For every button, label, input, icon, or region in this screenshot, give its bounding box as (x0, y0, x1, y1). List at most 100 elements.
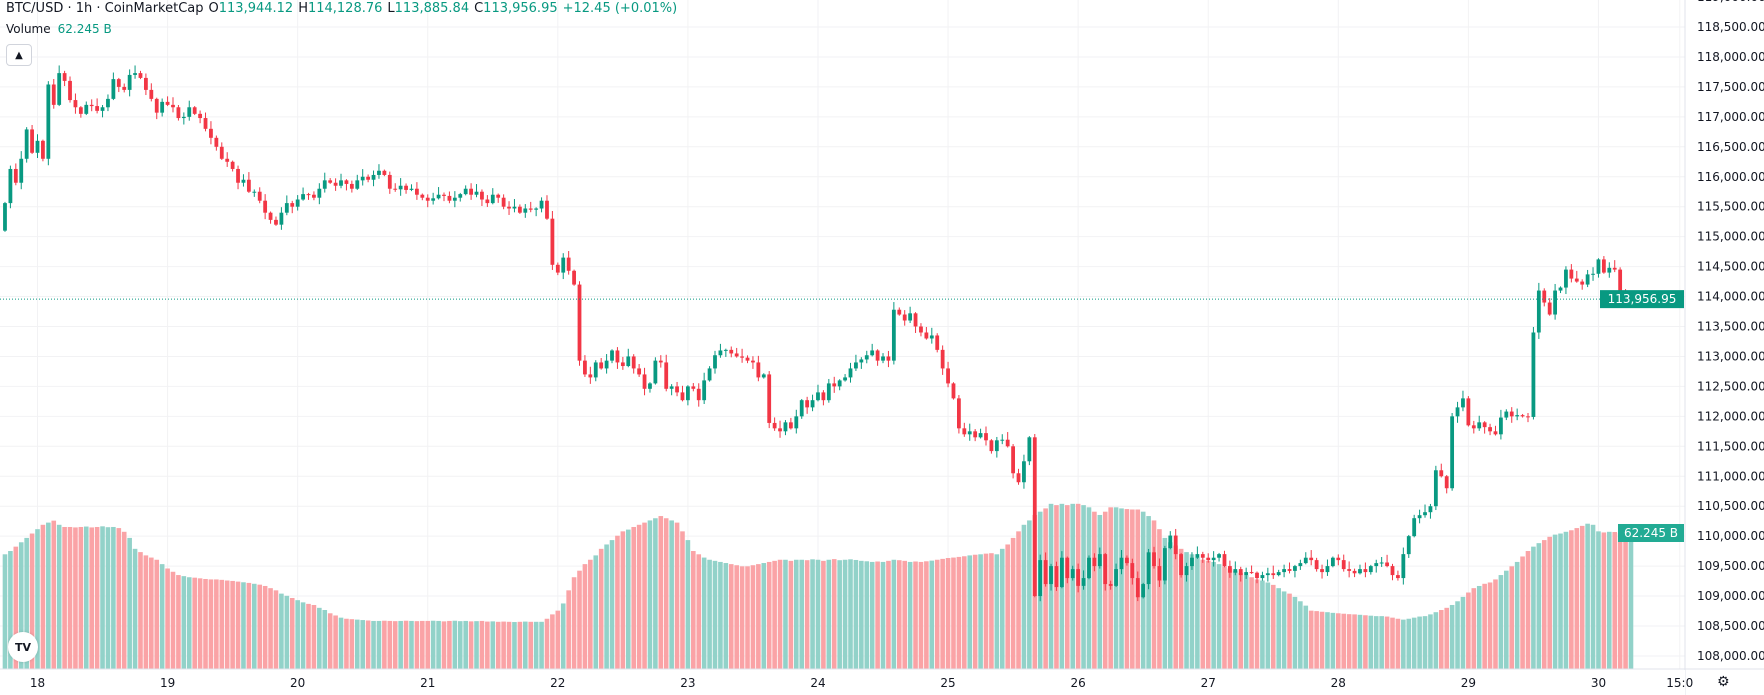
volume-bar (642, 522, 647, 669)
candle (631, 354, 636, 374)
volume-bar (138, 552, 143, 669)
candle-body (46, 84, 51, 159)
candle-body (962, 428, 967, 435)
candle-body (1601, 259, 1606, 273)
candle-body (967, 431, 972, 435)
candle (225, 152, 230, 167)
candle-body (1293, 566, 1297, 571)
candle (203, 112, 208, 132)
gear-icon[interactable]: ⚙ (1717, 674, 1730, 690)
candle-body (1298, 563, 1303, 567)
candle (1553, 283, 1557, 320)
volume-bar (1330, 612, 1336, 669)
candle-body (761, 374, 766, 378)
candle (507, 201, 511, 215)
candle (480, 189, 484, 206)
candle-body (1596, 259, 1601, 274)
volume-bar (783, 559, 788, 669)
price-axis-label: 116,500.00 (1697, 140, 1764, 154)
candle (312, 191, 316, 201)
volume-bar (1498, 575, 1504, 669)
candle (718, 343, 723, 358)
volume-bar (230, 580, 235, 669)
candle-body (767, 374, 772, 423)
volume-label[interactable]: Volume (6, 22, 51, 36)
symbol-title[interactable]: BTC/USD · 1h · CoinMarketCap (6, 1, 204, 16)
volume-bar (577, 570, 582, 669)
candle-body (908, 313, 913, 321)
candle-body (1553, 290, 1557, 315)
candle-body (929, 335, 934, 339)
candle-body (1059, 557, 1064, 588)
candle (490, 188, 495, 205)
candle-body (1558, 287, 1563, 291)
volume-bar (723, 563, 729, 669)
volume-bar (83, 526, 89, 669)
candle (837, 379, 842, 391)
candle-body (864, 355, 869, 360)
candle (1450, 412, 1455, 491)
candle (1059, 551, 1064, 589)
volume-bar (1406, 618, 1412, 669)
candle (528, 201, 533, 213)
candle (469, 183, 473, 200)
candle-body (122, 86, 127, 90)
candle-body (181, 116, 186, 119)
candle (1276, 569, 1281, 577)
candle (116, 77, 121, 93)
candle (1515, 408, 1520, 421)
tradingview-logo[interactable]: TV (8, 632, 38, 662)
candle-body (1265, 573, 1270, 576)
candle-body (1347, 569, 1352, 571)
volume-bar (750, 565, 756, 669)
candle-body (1228, 566, 1232, 573)
candle (328, 178, 333, 184)
volume-bar (1373, 616, 1379, 669)
candle-body (723, 349, 728, 351)
candle (729, 346, 734, 358)
candle (1152, 546, 1156, 569)
volume-bar (1623, 532, 1628, 669)
candle (891, 302, 896, 365)
volume-bar (972, 554, 978, 669)
candle (805, 396, 810, 414)
collapse-legend-button[interactable]: ▲ (6, 44, 32, 66)
candle-body (539, 200, 544, 209)
candle-body (1363, 569, 1368, 573)
candle (864, 350, 869, 364)
volume-bar (490, 621, 496, 669)
volume-bar (940, 558, 945, 669)
volume-bar (918, 561, 924, 669)
candle (68, 76, 72, 103)
volume-bar (1162, 537, 1168, 669)
candle (1569, 264, 1574, 283)
candle-body (772, 422, 777, 429)
volume-bar (1590, 524, 1596, 669)
volume-bar (1455, 601, 1460, 669)
candle (165, 96, 170, 107)
candle (973, 429, 978, 442)
candle (274, 216, 278, 226)
candle (1081, 570, 1086, 590)
volume-bar (528, 621, 534, 669)
volume-bar (62, 526, 67, 669)
volume-bar (100, 526, 105, 669)
volume-bar (625, 529, 631, 669)
candle-body (653, 360, 658, 384)
candle-body (1520, 415, 1525, 417)
candle-body (225, 158, 230, 162)
candle-body (116, 79, 121, 87)
candle (1536, 282, 1541, 339)
candle (393, 183, 398, 192)
candle-body (165, 101, 170, 105)
volume-bar (810, 559, 815, 669)
candle-body (1076, 569, 1081, 586)
candle-body (821, 392, 826, 401)
volume-bar (241, 582, 246, 669)
candle-body (1276, 572, 1281, 576)
volume-bar (349, 619, 355, 669)
volume-bar (571, 577, 577, 669)
candle-body (1049, 566, 1053, 585)
candle-body (192, 107, 197, 114)
